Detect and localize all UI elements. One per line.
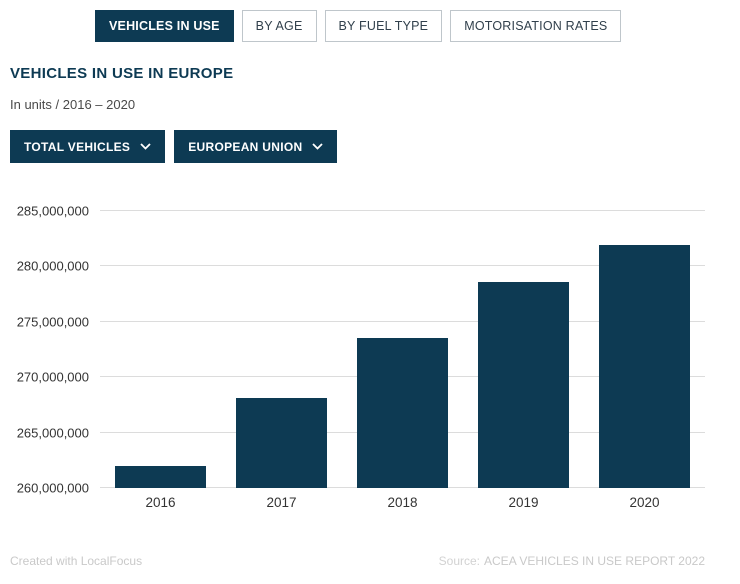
y-tick-label: 285,000,000: [16, 203, 89, 219]
bars: [100, 211, 705, 488]
source-label: Source:: [438, 554, 481, 568]
tab-bar: VEHICLES IN USE BY AGE BY FUEL TYPE MOTO…: [95, 10, 740, 42]
y-axis: 260,000,000 265,000,000 270,000,000 275,000…: [10, 204, 100, 496]
x-tick-label: 2016: [145, 495, 176, 510]
plot-area: [100, 210, 705, 488]
gridline: [100, 320, 705, 322]
bar-slot: [221, 211, 342, 488]
metric-dropdown-label: TOTAL VEHICLES: [24, 139, 131, 154]
page-title: VEHICLES IN USE IN EUROPE: [10, 65, 234, 82]
source-text: ACEA VEHICLES IN USE REPORT 2022: [484, 554, 705, 568]
chevron-down-icon: [312, 143, 324, 150]
bar-2016[interactable]: [114, 465, 207, 488]
localfocus-credit: Created with LocalFocus: [10, 554, 143, 568]
chevron-down-icon: [140, 143, 151, 150]
region-dropdown-label: EUROPEAN UNION: [188, 139, 303, 154]
x-tick-label: 2017: [266, 495, 297, 510]
chart-footer: Created with LocalFocus Source: ACEA VEHI…: [10, 554, 705, 568]
bar-slot: [100, 211, 221, 488]
source-note: Source: ACEA VEHICLES IN USE REPORT 2022: [439, 554, 705, 568]
y-tick-label: 280,000,000: [16, 258, 89, 274]
tab-by-age[interactable]: BY AGE: [241, 10, 317, 42]
gridline: [100, 210, 705, 211]
bar-2017[interactable]: [235, 398, 328, 488]
y-tick-label: 275,000,000: [16, 314, 89, 330]
bar-slot: [342, 211, 463, 488]
gridline: [100, 265, 705, 267]
bar-slot: [584, 211, 705, 488]
metric-dropdown[interactable]: TOTAL VEHICLES: [10, 130, 166, 163]
y-tick-label: 260,000,000: [16, 480, 89, 496]
y-tick-label: 270,000,000: [16, 369, 89, 385]
x-tick-label: 2019: [508, 495, 539, 510]
x-tick-label: 2018: [387, 495, 418, 510]
region-dropdown[interactable]: EUROPEAN UNION: [174, 130, 338, 163]
x-axis: 2016 2017 2018 2019 2020: [100, 495, 705, 510]
filter-bar: TOTAL VEHICLES EUROPEAN UNION: [10, 130, 740, 163]
tab-by-fuel-type[interactable]: BY FUEL TYPE: [324, 10, 443, 42]
bar-2018[interactable]: [356, 338, 449, 488]
y-tick-label: 265,000,000: [16, 425, 89, 441]
tab-motorisation-rates[interactable]: MOTORISATION RATES: [450, 10, 622, 42]
tab-vehicles-in-use[interactable]: VEHICLES IN USE: [95, 10, 234, 42]
bar-chart: 260,000,000 265,000,000 270,000,000 275,000…: [10, 204, 705, 510]
bar-2019[interactable]: [477, 281, 570, 488]
bar-slot: [463, 211, 584, 488]
x-tick-label: 2020: [629, 495, 660, 510]
page-subtitle: In units / 2016 – 2020: [10, 97, 136, 112]
bar-2020[interactable]: [598, 245, 691, 488]
